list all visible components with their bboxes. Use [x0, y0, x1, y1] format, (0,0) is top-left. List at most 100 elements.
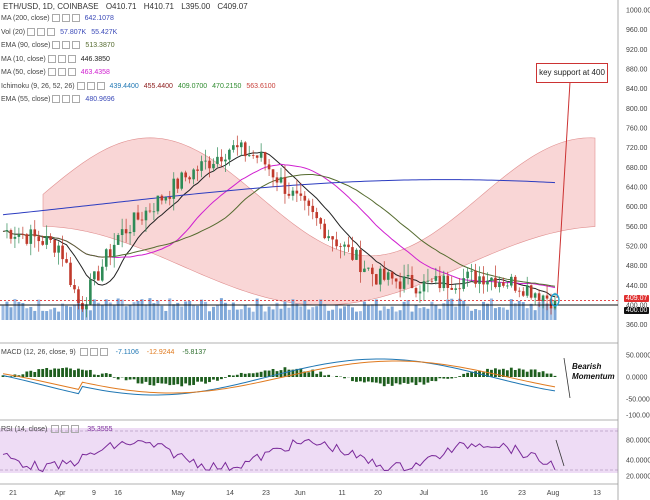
candle-body: [263, 152, 267, 165]
chart-header: ETH/USD, 1D, COINBASE O410.71 H410.71 L3…: [3, 2, 253, 11]
macd-histogram-bar: [521, 369, 525, 377]
eye-icon[interactable]: [37, 27, 46, 36]
volume-bar: [116, 298, 120, 320]
volume-bar: [311, 307, 315, 320]
volume-bar: [29, 306, 33, 320]
volume-bar: [418, 308, 422, 320]
volume-bar: [112, 305, 116, 320]
candle-body: [172, 178, 176, 199]
volume-bar: [104, 299, 108, 320]
macd-histogram-bar: [335, 375, 338, 377]
volume-bar: [9, 307, 13, 320]
candle-body: [533, 293, 537, 298]
eye-icon[interactable]: [89, 348, 98, 357]
candle-body: [104, 249, 108, 267]
volume-bar: [478, 310, 482, 320]
volume-bar: [223, 302, 227, 320]
volume-bar: [470, 310, 474, 320]
settings-icon[interactable]: [76, 81, 85, 90]
candle-body: [517, 290, 521, 292]
candle-body: [120, 229, 124, 236]
macd-value-hist: -5.8137: [182, 349, 207, 356]
candle-body: [482, 276, 485, 285]
volume-bar: [80, 304, 84, 320]
macd-histogram-bar: [81, 369, 84, 377]
volume-bar: [354, 311, 358, 320]
candle-body: [232, 145, 235, 150]
macd-histogram-bar: [466, 372, 470, 377]
macd-histogram-bar: [327, 374, 331, 377]
close-icon[interactable]: [96, 81, 105, 90]
eye-icon[interactable]: [62, 41, 71, 50]
price-axis-label: 600.00: [626, 204, 648, 211]
settings-icon[interactable]: [51, 425, 60, 434]
close-icon[interactable]: [47, 27, 56, 36]
eye-icon[interactable]: [57, 68, 66, 77]
settings-icon[interactable]: [47, 68, 56, 77]
indicator-label: MA (200, close): [1, 15, 50, 22]
close-icon[interactable]: [72, 95, 81, 104]
candle-body: [537, 293, 541, 301]
rsi-legend: RSI (14, close) 35.3555: [1, 424, 113, 435]
macd-histogram-bar: [454, 377, 458, 378]
candle-body: [69, 262, 72, 286]
eye-icon[interactable]: [86, 81, 95, 90]
settings-icon[interactable]: [47, 54, 56, 63]
volume-bar: [41, 310, 45, 320]
candle-body: [466, 271, 469, 279]
candle-body: [132, 212, 136, 233]
eye-icon[interactable]: [62, 95, 71, 104]
close-icon[interactable]: [67, 68, 76, 77]
macd-histogram-bar: [267, 370, 271, 377]
settings-icon[interactable]: [27, 27, 36, 36]
indicator-label: Ichimoku (9, 26, 52, 26): [1, 82, 75, 90]
close-icon[interactable]: [71, 425, 80, 434]
close-icon[interactable]: [72, 41, 81, 50]
volume-bar: [200, 299, 204, 320]
macd-histogram-bar: [525, 371, 529, 377]
macd-histogram-bar: [152, 377, 156, 386]
eye-icon[interactable]: [61, 14, 70, 23]
time-axis-label: 16: [480, 490, 488, 497]
macd-histogram-bar: [108, 373, 112, 377]
candle-body: [97, 271, 100, 281]
macd-histogram-bar: [390, 377, 394, 386]
macd-histogram-bar: [545, 373, 549, 377]
macd-histogram-bar: [61, 368, 64, 377]
price-axis-label: 640.00: [626, 185, 648, 192]
macd-histogram-bar: [176, 377, 180, 385]
macd-histogram-bar: [243, 373, 247, 377]
settings-icon[interactable]: [52, 41, 61, 50]
close-icon[interactable]: [71, 14, 80, 23]
macd-histogram-bar: [160, 377, 164, 384]
eye-icon[interactable]: [61, 425, 70, 434]
volume-bar: [350, 307, 354, 320]
volume-bar: [192, 304, 196, 320]
settings-icon[interactable]: [52, 95, 61, 104]
candle-body: [228, 149, 231, 160]
macd-histogram-bar: [104, 373, 108, 377]
macd-histogram-bar: [77, 368, 80, 377]
macd-histogram-bar: [21, 374, 25, 377]
time-axis-label: Aug: [547, 490, 560, 497]
ohlc-open: O410.71: [105, 2, 137, 11]
candle-body: [513, 276, 517, 291]
candle-body: [61, 245, 64, 260]
candle-body: [160, 195, 164, 201]
candle-body: [529, 285, 533, 298]
indicator-label: MA (50, close): [1, 69, 46, 76]
close-icon[interactable]: [67, 54, 76, 63]
settings-icon[interactable]: [51, 14, 60, 23]
eye-icon[interactable]: [57, 54, 66, 63]
close-icon[interactable]: [99, 348, 108, 357]
volume-bar: [231, 302, 235, 320]
candle-body: [17, 234, 21, 237]
volume-bar: [529, 303, 533, 320]
macd-histogram-bar: [303, 371, 307, 377]
price-axis-label: 400.00: [626, 303, 648, 310]
ohlc-low: L395.00: [181, 2, 211, 11]
volume-bar: [259, 304, 263, 320]
macd-histogram-bar: [553, 375, 557, 377]
settings-icon[interactable]: [79, 348, 88, 357]
time-axis-label: 23: [262, 490, 270, 497]
